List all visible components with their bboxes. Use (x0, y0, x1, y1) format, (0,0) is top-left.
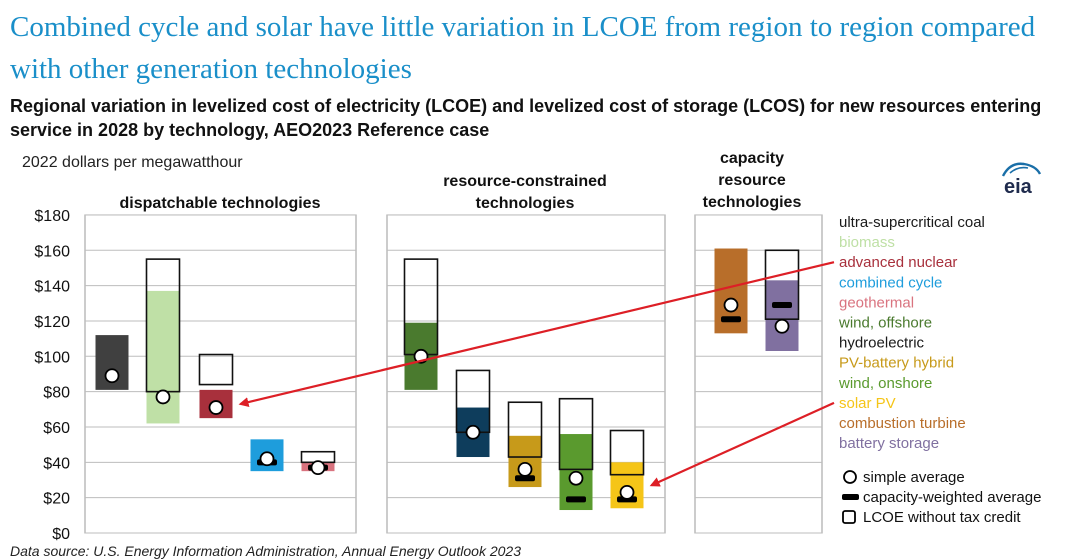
simple-average-marker-hydroelectric (465, 424, 481, 440)
simple-average-marker-geothermal (310, 460, 326, 476)
legend-item: combined cycle (839, 274, 942, 291)
legend-item: solar PV (839, 395, 896, 412)
legend-item: PV-battery hybrid (839, 355, 954, 372)
legend-item: combustion turbine (839, 415, 966, 432)
group-label: resource-constrained (443, 173, 607, 190)
legend-item: wind, onshore (838, 375, 932, 392)
legend-item: geothermal (839, 294, 914, 311)
lcoe-without-credit-pv-battery-hybrid (507, 401, 543, 458)
source-note: Data source: U.S. Energy Information Adm… (10, 543, 522, 559)
legend-simple-average-symbol (843, 470, 857, 484)
y-axis-units-label: 2022 dollars per megawatthour (22, 154, 243, 171)
legend-capacity-weighted-symbol (842, 494, 859, 500)
legend-item: wind, offshore (838, 315, 932, 332)
y-tick-label: $20 (43, 491, 70, 508)
chart-panel-2 (694, 214, 823, 534)
group-label: technologies (476, 195, 575, 212)
legend-marker-label: LCOE without tax credit (863, 509, 1021, 526)
legend-marker-label: simple average (863, 469, 965, 486)
simple-average-marker-solar-pv (619, 484, 635, 500)
lcoe-without-credit-advanced-nuclear (198, 353, 234, 386)
legend-item: ultra-supercritical coal (839, 214, 985, 231)
group-label: resource (718, 172, 786, 189)
group-label: technologies (703, 194, 802, 211)
eia-logo-text: eia (1004, 176, 1033, 196)
annotation-arrow (649, 401, 835, 487)
y-tick-label: $40 (43, 455, 70, 472)
y-tick-label: $160 (34, 243, 70, 260)
simple-average-marker-combustion-turbine (723, 297, 739, 313)
range-bar-battery-storage (765, 280, 799, 351)
legend-marker-label: capacity-weighted average (863, 489, 1041, 506)
simple-average-marker-battery-storage (774, 318, 790, 334)
legend-item: hydroelectric (839, 335, 925, 352)
y-tick-label: $60 (43, 420, 70, 437)
y-tick-label: $120 (34, 314, 70, 331)
capacity-weighted-marker-battery-storage (772, 302, 792, 309)
y-tick-label: $140 (34, 279, 70, 296)
lcoe-without-credit-wind-onshore (558, 397, 594, 471)
legend-item: advanced nuclear (839, 254, 957, 271)
y-tick-label: $100 (34, 349, 70, 366)
capacity-weighted-marker-wind-onshore (566, 496, 586, 503)
y-tick-label: $0 (52, 526, 70, 543)
simple-average-marker-pv-battery-hybrid (517, 461, 533, 477)
lcoe-without-credit-solar-pv (609, 429, 645, 476)
legend-item: biomass (839, 234, 895, 251)
chart-subtitle: Regional variation in levelized cost of … (10, 96, 1042, 140)
group-label: capacity (720, 150, 784, 167)
y-tick-label: $180 (34, 208, 70, 225)
simple-average-marker-biomass (155, 389, 171, 405)
simple-average-marker-advanced-nuclear (208, 400, 224, 415)
legend-lcoe-no-credit-symbol (842, 510, 856, 524)
group-label: dispatchable technologies (120, 195, 321, 212)
capacity-weighted-marker-pv-battery-hybrid (515, 475, 535, 482)
capacity-weighted-marker-combustion-turbine (721, 316, 741, 323)
annotation-arrow (238, 261, 835, 408)
legend-item: battery storage (839, 435, 939, 452)
page-title: Combined cycle and solar have little var… (10, 11, 1036, 85)
simple-average-marker-ultra-supercritical-coal (104, 368, 120, 384)
simple-average-marker-wind-onshore (568, 470, 584, 486)
chart-panel-0 (84, 214, 357, 534)
y-tick-label: $80 (43, 385, 70, 402)
eia-logo-icon: eia (1001, 162, 1042, 196)
simple-average-marker-combined-cycle (259, 451, 275, 467)
